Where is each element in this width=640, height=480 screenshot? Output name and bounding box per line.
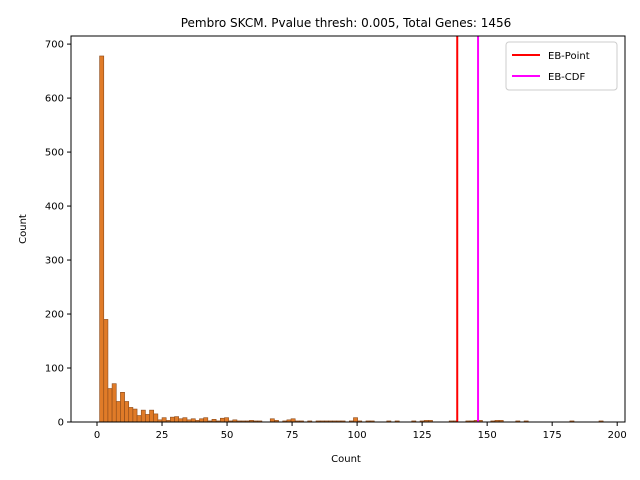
threshold-lines [456,36,480,422]
histogram-bar [170,416,175,423]
histogram-bar [103,319,109,423]
histogram-bar [111,383,117,423]
histogram-bar [182,417,188,423]
y-tick-label: 100 [45,364,64,375]
x-axis-label: Count [331,454,361,465]
chart-title: Pembro SKCM. Pvalue thresh: 0.005, Total… [181,16,512,30]
histogram-bar [161,417,167,423]
plot-frame [70,35,626,423]
histogram-bar [128,407,134,423]
x-axis-ticks: 0 25 50 75 100 125 150 175 200 [94,422,627,441]
histogram-bar [203,417,209,423]
legend-label-eb-cdf: EB-CDF [548,72,585,83]
y-axis-ticks: 0 100 200 300 400 500 600 700 [45,40,71,429]
x-tick-label: 150 [478,430,497,441]
histogram-bar [115,401,121,423]
x-tick-label: 125 [413,430,432,441]
histogram-bar [174,416,179,423]
histogram-bar [140,409,146,423]
x-tick-label: 75 [286,430,299,441]
histogram-bar [219,417,225,423]
histogram-bar [149,409,155,423]
y-tick-label: 500 [45,148,64,159]
legend-label-eb-point: EB-Point [548,51,590,62]
x-tick-label: 25 [156,430,169,441]
legend: EB-Point EB-CDF [505,41,618,91]
y-tick-label: 700 [45,40,64,51]
histogram-bar [120,392,125,423]
histogram-bar [136,415,142,423]
x-tick-label: 50 [221,430,234,441]
y-axis-label: Count [18,214,29,244]
y-tick-label: 600 [45,94,64,105]
x-tick-label: 100 [348,430,367,441]
y-tick-label: 200 [45,310,64,321]
x-tick-label: 200 [608,430,627,441]
histogram-bar [132,408,138,423]
y-tick-label: 0 [58,418,64,429]
y-tick-label: 300 [45,256,64,267]
histogram-bar [124,401,130,423]
x-tick-label: 0 [94,430,100,441]
histogram-bar [107,388,113,423]
histogram-bar [353,417,358,423]
histogram-bar [145,414,150,423]
histogram-bar [224,417,229,423]
x-tick-label: 175 [543,430,562,441]
histogram-bar [153,413,159,423]
y-tick-label: 400 [45,202,64,213]
histogram-bar [99,55,105,423]
